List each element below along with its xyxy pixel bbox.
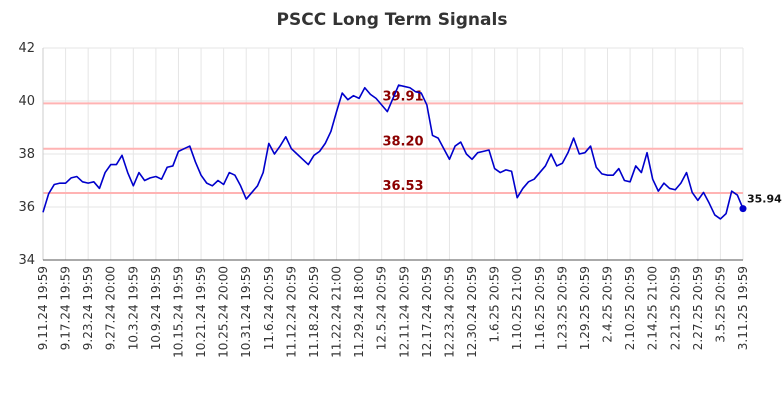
x-tick-label: 12.23.24 20:59: [442, 266, 456, 358]
x-tick-label: 2.21.25 20:59: [668, 266, 682, 350]
x-tick-label: 9.11.24 19:59: [36, 266, 50, 350]
y-tick-label: 38: [18, 147, 35, 162]
y-tick-label: 36: [18, 200, 35, 215]
x-tick-label: 12.30.24 20:59: [465, 266, 479, 358]
x-tick-label: 11.6.24 20:59: [262, 266, 276, 350]
last-value-label: 35.94: [747, 193, 782, 206]
x-tick-label: 10.31.24 19:59: [239, 266, 253, 358]
x-tick-label: 9.27.24 20:00: [104, 266, 118, 350]
x-tick-label: 1.23.25 20:59: [555, 266, 569, 350]
x-tick-label: 11.18.24 20:59: [307, 266, 321, 358]
x-axis: 9.11.24 19:59 9.17.24 19:59 9.23.24 19:59 9…: [36, 259, 750, 358]
x-tick-label: 12.5.24 20:59: [375, 266, 389, 350]
y-tick-label: 42: [18, 41, 35, 56]
x-tick-label: 10.3.24 19:59: [126, 266, 140, 350]
last-value-point: [739, 205, 747, 213]
x-tick-label: 1.29.25 20:59: [578, 266, 592, 350]
x-tick-label: 1.10.25 21:00: [510, 266, 524, 350]
grid: [42, 47, 744, 261]
x-tick-label: 10.9.24 19:59: [149, 266, 163, 350]
plot-area: 35.94: [42, 84, 782, 220]
x-tick-label: 1.6.25 20:59: [488, 266, 502, 343]
signal-level-label: 38.20: [382, 135, 423, 150]
x-tick-label: 2.4.25 20:59: [601, 266, 615, 343]
x-tick-label: 11.12.24 20:59: [284, 266, 298, 358]
price-series-line: [42, 84, 744, 220]
x-tick-label: 12.17.24 20:59: [420, 266, 434, 358]
x-tick-label: 3.11.25 19:59: [736, 266, 750, 350]
x-tick-label: 2.14.25 21:00: [646, 266, 660, 350]
x-tick-label: 2.10.25 20:59: [623, 266, 637, 350]
x-tick-label: 11.22.24 21:00: [330, 266, 344, 358]
chart-title: PSCC Long Term Signals: [277, 10, 508, 30]
y-tick-label: 40: [18, 94, 35, 109]
signal-level-label: 36.53: [382, 179, 423, 194]
x-tick-label: 9.23.24 19:59: [81, 266, 95, 350]
y-axis: 34 36 38 40 42: [18, 41, 44, 268]
x-tick-label: 10.25.24 20:00: [217, 266, 231, 358]
x-tick-label: 9.17.24 19:59: [59, 266, 73, 350]
x-tick-label: 1.16.25 20:59: [533, 266, 547, 350]
x-tick-label: 3.5.25 20:59: [713, 266, 727, 343]
x-tick-label: 11.29.24 18:00: [352, 266, 366, 358]
x-tick-label: 2.27.25 20:59: [691, 266, 705, 350]
x-tick-label: 12.11.24 20:59: [397, 266, 411, 358]
x-tick-label: 10.21.24 19:59: [194, 266, 208, 358]
x-tick-label: 10.15.24 19:59: [171, 266, 185, 358]
y-tick-label: 34: [18, 253, 35, 268]
